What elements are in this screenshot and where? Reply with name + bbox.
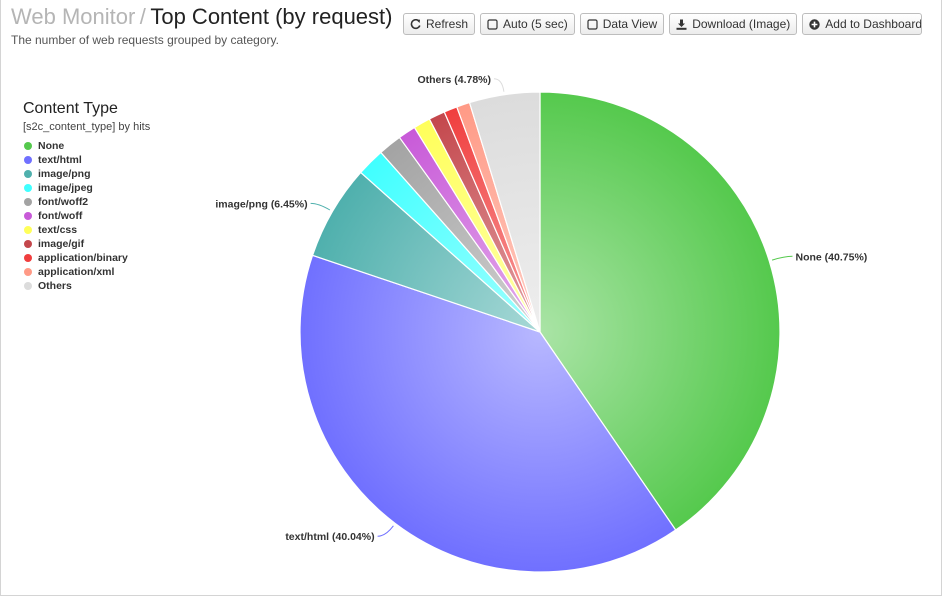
legend-swatch bbox=[24, 142, 32, 150]
legend-label: application/xml bbox=[38, 266, 115, 278]
legend-title: Content Type bbox=[23, 100, 118, 117]
refresh-label: Refresh bbox=[426, 17, 469, 31]
legend-subtitle: [s2c_content_type] by hits bbox=[23, 121, 151, 133]
legend-swatch bbox=[24, 240, 32, 248]
legend-item[interactable]: font/woff bbox=[23, 209, 150, 223]
legend-label: font/woff2 bbox=[38, 196, 89, 208]
slice-labels: None (40.75%) text/html (40.04%) image/png… bbox=[215, 74, 867, 543]
legend-label: application/binary bbox=[38, 252, 128, 264]
add-to-dashboard-label: Add to Dashboard bbox=[825, 17, 922, 31]
legend-swatch bbox=[24, 268, 32, 276]
legend-item[interactable]: application/binary bbox=[23, 251, 150, 265]
page-title: Web Monitor / Top Content (by request) bbox=[11, 4, 392, 30]
download-icon bbox=[676, 19, 687, 30]
label-connector bbox=[310, 202, 331, 211]
legend-items: None text/html image/png image/jpeg font/wof… bbox=[23, 139, 150, 293]
slice-label: text/html (40.04%) bbox=[285, 531, 374, 543]
legend-item[interactable]: image/gif bbox=[23, 237, 150, 251]
legend-item[interactable]: image/jpeg bbox=[23, 181, 150, 195]
legend-label: text/html bbox=[38, 154, 82, 166]
legend-item[interactable]: application/xml bbox=[23, 265, 150, 279]
legend-item[interactable]: Others bbox=[23, 279, 150, 293]
legend-label: image/png bbox=[38, 168, 91, 180]
legend-swatch bbox=[24, 156, 32, 164]
slice-label: Others (4.78%) bbox=[417, 74, 491, 86]
pie-slice[interactable] bbox=[539, 91, 781, 531]
legend-label: image/gif bbox=[38, 238, 85, 250]
data-view-toggle[interactable]: Data View bbox=[579, 13, 665, 35]
legend-item[interactable]: text/css bbox=[23, 223, 150, 237]
label-connector bbox=[493, 78, 505, 92]
page-subtitle: The number of web requests grouped by ca… bbox=[11, 33, 279, 47]
legend-item[interactable]: None bbox=[23, 139, 150, 153]
data-view-label: Data View bbox=[602, 17, 658, 31]
label-connector bbox=[771, 255, 793, 261]
refresh-button[interactable]: Refresh bbox=[403, 13, 476, 35]
legend-item[interactable]: image/png bbox=[23, 167, 150, 181]
pie-slice[interactable] bbox=[468, 91, 541, 333]
legend-swatch bbox=[24, 226, 32, 234]
title-text: Top Content (by request) bbox=[150, 4, 393, 29]
legend-label: font/woff bbox=[38, 210, 83, 222]
legend-swatch bbox=[24, 198, 32, 206]
pie-slice[interactable] bbox=[299, 254, 677, 573]
legend-swatch bbox=[24, 184, 32, 192]
toolbar: Refresh Auto (5 sec) Data View Download … bbox=[403, 13, 923, 35]
chart-legend: Content Type [s2c_content_type] by hits … bbox=[23, 100, 150, 293]
legend-item[interactable]: text/html bbox=[23, 153, 150, 167]
legend-label: Others bbox=[38, 280, 72, 292]
slice-label: None (40.75%) bbox=[796, 251, 868, 263]
add-to-dashboard-button[interactable]: Add to Dashboard bbox=[802, 13, 923, 35]
download-label: Download (Image) bbox=[692, 17, 791, 31]
legend-label: None bbox=[38, 140, 65, 152]
slice-label: image/png (6.45%) bbox=[215, 198, 307, 210]
legend-swatch bbox=[24, 170, 32, 178]
refresh-icon bbox=[410, 18, 421, 30]
checkbox-icon bbox=[487, 18, 498, 30]
checkbox-icon bbox=[587, 18, 598, 30]
legend-label: text/css bbox=[38, 224, 78, 236]
pie-slices bbox=[299, 91, 781, 573]
legend-label: image/jpeg bbox=[38, 182, 93, 194]
label-connector bbox=[377, 525, 394, 537]
legend-swatch bbox=[24, 212, 32, 220]
auto-refresh-label: Auto (5 sec) bbox=[503, 17, 568, 31]
breadcrumb-parent[interactable]: Web Monitor bbox=[11, 4, 136, 29]
legend-item[interactable]: font/woff2 bbox=[23, 195, 150, 209]
breadcrumb-separator: / bbox=[139, 4, 146, 29]
auto-refresh-toggle[interactable]: Auto (5 sec) bbox=[480, 13, 575, 35]
download-image-button[interactable]: Download (Image) bbox=[669, 13, 798, 35]
legend-swatch bbox=[24, 254, 32, 262]
plus-circle-icon bbox=[809, 18, 820, 30]
legend-swatch bbox=[24, 282, 32, 290]
